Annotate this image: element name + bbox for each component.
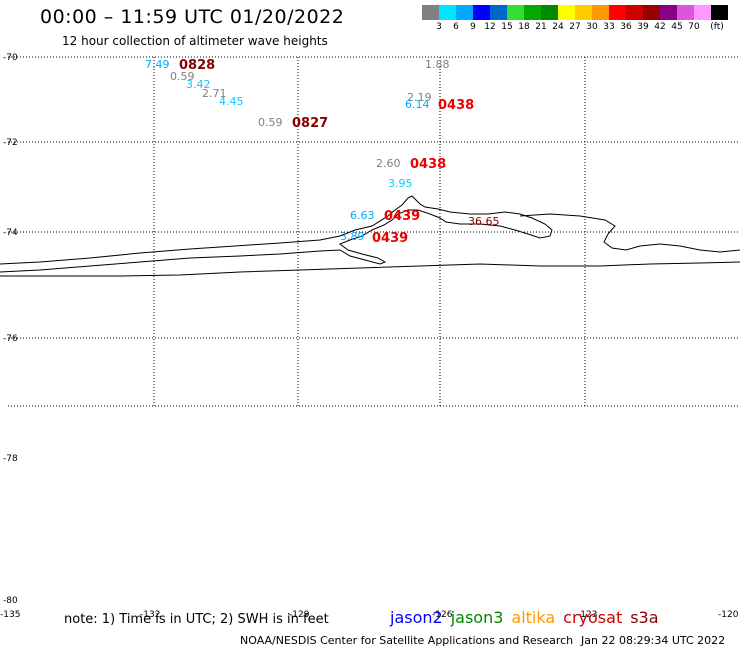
legend-swatch	[524, 5, 541, 20]
legend-label: 24	[552, 22, 564, 32]
legend-swatch	[660, 5, 677, 20]
legend-labels: 3 6 9 12 15 18 21 24 27 30 33 36 39 42 45 70 (ft)	[422, 20, 740, 34]
coastline-east	[519, 213, 740, 253]
legend-label: 27	[569, 22, 581, 32]
generated-timestamp: Jan 22 08:29:34 UTC 2022	[581, 634, 726, 647]
legend-label: 21	[535, 22, 547, 32]
time-labels: 0828 0827 0438 0438 0439 0439	[179, 58, 474, 246]
longitude-labels: -135 -132 -129 -126 -123 -120	[0, 610, 739, 620]
legend-label: 12	[484, 22, 496, 32]
latitude-label: -74	[3, 228, 18, 238]
legend-swatch	[422, 5, 439, 20]
legend-label: 9	[470, 22, 476, 32]
legend-swatch	[473, 5, 490, 20]
legend-label: 30	[586, 22, 598, 32]
color-scale-legend: 3 6 9 12 15 18 21 24 27 30 33 36 39 42 45 70 (ft)	[422, 5, 740, 34]
wave-height-value: 2.71	[202, 87, 227, 100]
lat-lon-grid	[8, 56, 740, 407]
latitude-labels: -70 -72 -74 -76 -78 -80	[3, 53, 18, 606]
legend-swatch	[490, 5, 507, 20]
wave-height-value: 36.65	[468, 215, 500, 228]
latitude-label: -72	[3, 138, 18, 148]
legend-swatch	[677, 5, 694, 20]
wave-height-value: 2.60	[376, 157, 401, 170]
wave-height-value: 6.14	[405, 98, 430, 111]
coastline-ice-shelf	[0, 195, 553, 273]
pass-time-label: 0828	[179, 58, 215, 73]
legend-label: 42	[654, 22, 666, 32]
legend-swatches	[422, 5, 740, 20]
longitude-label: -120	[718, 610, 739, 620]
wave-height-value: 2.19	[407, 91, 432, 104]
wave-height-value: 1.88	[425, 58, 450, 71]
wave-height-labels: 7.490.593.422.714.450.591.882.196.142.60…	[145, 58, 500, 243]
latitude-label: -80	[3, 596, 18, 606]
legend-label: 39	[637, 22, 649, 32]
satellite-name: jason2	[390, 608, 443, 627]
legend-label: 45	[671, 22, 683, 32]
footnote: note: 1) Time is in UTC; 2) SWH is in fe…	[64, 612, 329, 627]
pass-time-label: 0827	[292, 116, 328, 131]
pass-time-label: 0439	[384, 209, 420, 224]
coastline-inland	[0, 261, 740, 277]
longitude-label: -126	[432, 610, 453, 620]
legend-label: 36	[620, 22, 632, 32]
legend-swatch	[456, 5, 473, 20]
legend-label: 33	[603, 22, 615, 32]
longitude-label: -135	[0, 610, 20, 620]
legend-label: 6	[453, 22, 459, 32]
wave-height-value: 4.45	[219, 95, 244, 108]
satellite-name: jason3	[450, 608, 504, 627]
longitude-label: -129	[289, 610, 310, 620]
longitude-label: -123	[577, 610, 597, 620]
pass-time-label: 0439	[372, 231, 408, 246]
wave-height-value: 6.63	[350, 209, 375, 222]
coastline	[0, 195, 740, 277]
chart-subtitle: 12 hour collection of altimeter wave hei…	[62, 34, 328, 48]
latitude-label: -76	[3, 334, 18, 344]
legend-swatch	[643, 5, 660, 20]
chart-title: 00:00 – 11:59 UTC 01/20/2022	[40, 6, 345, 28]
satellite-legend: jason2 jason3 altika cryosat s3a	[390, 608, 667, 627]
legend-swatch	[592, 5, 609, 20]
legend-label: 3	[436, 22, 442, 32]
legend-swatch	[711, 5, 728, 20]
wave-height-value: 3.95	[388, 177, 413, 190]
legend-label: (ft)	[710, 22, 724, 32]
longitude-label: -132	[140, 610, 160, 620]
wave-height-value: 0.59	[170, 70, 195, 83]
legend-swatch	[541, 5, 558, 20]
wave-height-value: 7.49	[145, 58, 170, 71]
legend-swatch	[626, 5, 643, 20]
legend-swatch	[507, 5, 524, 20]
legend-label: 70	[688, 22, 700, 32]
legend-label: 18	[518, 22, 530, 32]
wave-height-value: 0.59	[258, 116, 283, 129]
wave-height-value: 3.42	[186, 78, 211, 91]
legend-swatch	[694, 5, 711, 20]
satellite-name: altika	[511, 608, 556, 627]
legend-swatch	[558, 5, 575, 20]
legend-label: 15	[501, 22, 513, 32]
latitude-label: -70	[3, 53, 18, 63]
legend-swatch	[609, 5, 626, 20]
legend-swatch	[575, 5, 592, 20]
wave-height-value: 3.89	[340, 230, 365, 243]
credit-line: NOAA/NESDIS Center for Satellite Applica…	[240, 634, 574, 647]
pass-time-label: 0438	[438, 98, 474, 113]
satellite-name: s3a	[630, 608, 659, 627]
satellite-name: cryosat	[563, 608, 623, 627]
legend-swatch	[439, 5, 456, 20]
pass-time-label: 0438	[410, 157, 446, 172]
latitude-label: -78	[3, 454, 18, 464]
